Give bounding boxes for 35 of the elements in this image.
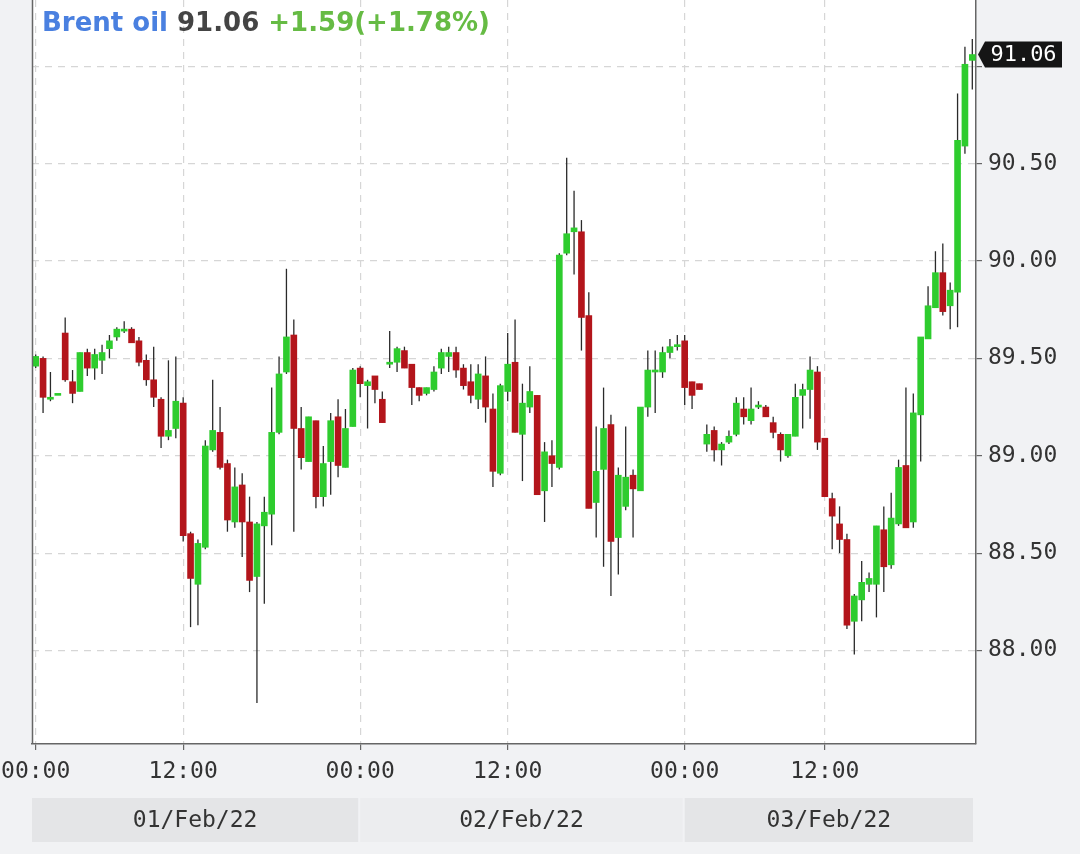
- candlestick: [563, 157, 571, 256]
- chart-title: Brent oil: [42, 7, 168, 37]
- candlestick: [106, 334, 113, 360]
- y-tick-label: 89.50: [988, 343, 1058, 370]
- candlestick: [740, 396, 748, 426]
- y-tick-label: 90.00: [988, 245, 1058, 272]
- x-tick-label: 12:00: [148, 756, 218, 783]
- candlestick: [710, 425, 718, 463]
- candlestick: [165, 359, 172, 441]
- y-tick-label: 90.50: [988, 148, 1058, 175]
- candlestick: [968, 38, 976, 91]
- candlestick: [548, 439, 556, 488]
- y-tick-label: 89.00: [988, 440, 1058, 467]
- candlestick: [364, 379, 371, 430]
- text: 01/Feb/22: [132, 805, 258, 832]
- candlestick: [356, 365, 364, 398]
- candlestick: [828, 492, 836, 550]
- text: 02/Feb/22: [459, 805, 584, 832]
- y-tick-label: 88.00: [988, 635, 1058, 662]
- x-tick-label: 00:00: [1, 756, 71, 783]
- x-tick-label: 00:00: [325, 756, 395, 783]
- text: 91.06: [990, 41, 1057, 67]
- text: 03/Feb/22: [766, 805, 892, 832]
- candlestick: [718, 441, 725, 467]
- x-tick-label: 12:00: [473, 756, 543, 783]
- candlestick: [47, 371, 54, 402]
- candlestick: [777, 431, 784, 463]
- y-tick-label: 88.50: [988, 538, 1058, 565]
- candlestick: [83, 347, 91, 377]
- candlestick: [703, 423, 711, 453]
- candlestick: [769, 416, 777, 439]
- x-tick-label: 12:00: [790, 756, 860, 783]
- chart-subtitle: 91.06 +1.59(+1.78%): [177, 7, 490, 37]
- candlestick: [69, 369, 76, 404]
- x-tick-label: 00:00: [650, 756, 720, 783]
